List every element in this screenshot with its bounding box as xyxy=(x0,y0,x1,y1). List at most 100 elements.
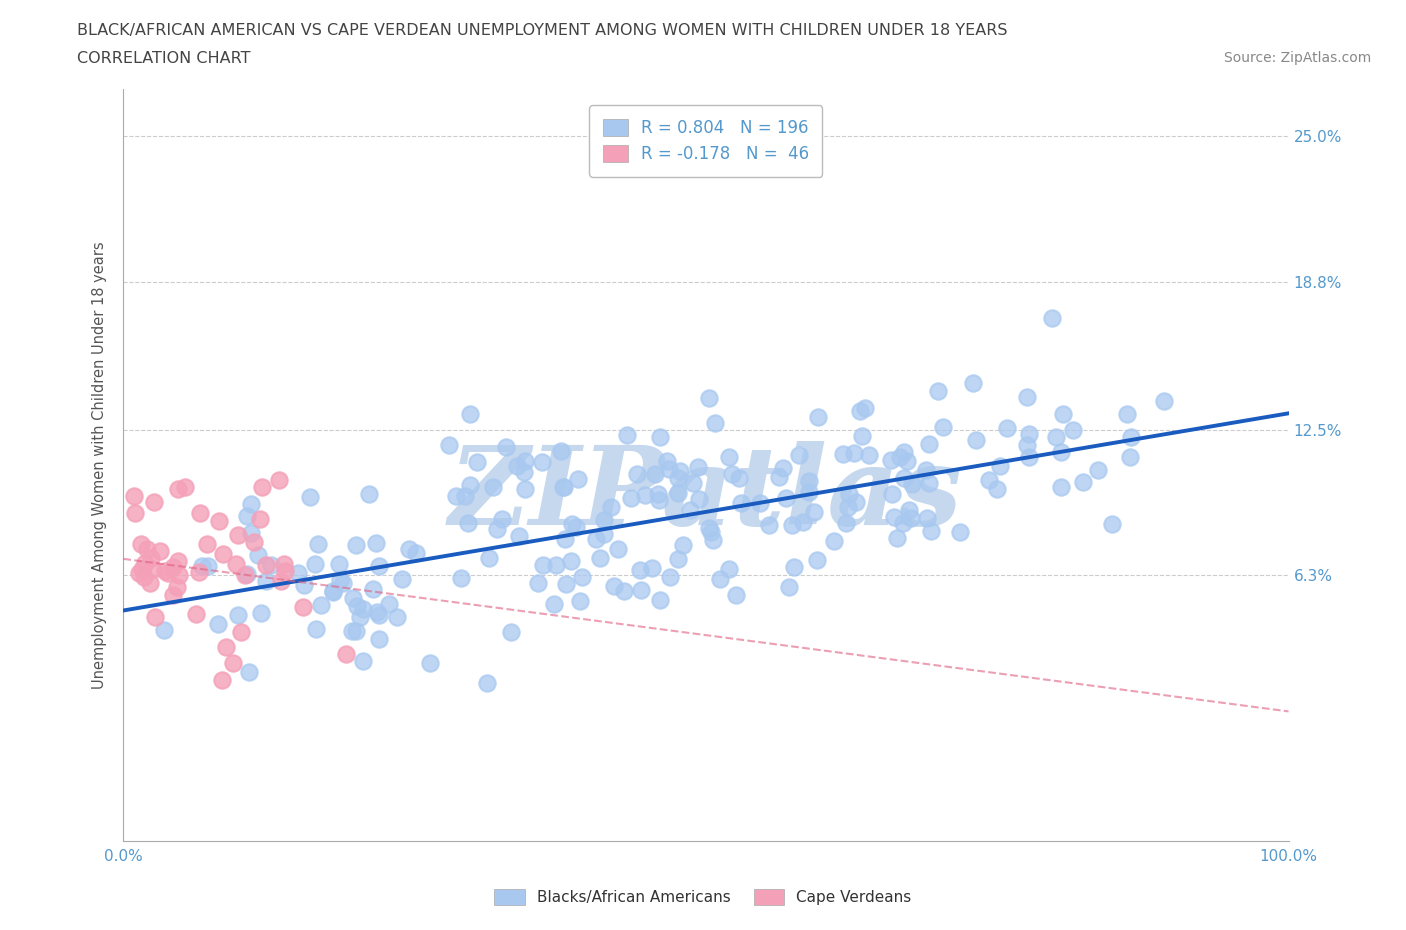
Point xyxy=(211,672,233,687)
Point xyxy=(368,631,391,646)
Point xyxy=(553,479,575,494)
Point xyxy=(803,505,825,520)
Point xyxy=(122,488,145,503)
Point xyxy=(564,519,586,534)
Point xyxy=(131,561,153,576)
Point xyxy=(184,607,207,622)
Point xyxy=(709,572,731,587)
Point xyxy=(932,419,955,434)
Point xyxy=(666,551,689,566)
Point xyxy=(167,482,190,497)
Point xyxy=(328,572,350,587)
Point xyxy=(1049,479,1071,494)
Point xyxy=(567,472,589,486)
Point xyxy=(273,556,295,571)
Point xyxy=(166,579,188,594)
Point xyxy=(995,420,1018,435)
Point xyxy=(782,518,804,533)
Point xyxy=(648,493,671,508)
Point xyxy=(238,664,260,679)
Point xyxy=(513,482,536,497)
Point xyxy=(778,579,800,594)
Point xyxy=(546,558,568,573)
Point xyxy=(666,485,689,500)
Point xyxy=(832,446,855,461)
Point xyxy=(1045,430,1067,445)
Point xyxy=(560,553,582,568)
Point xyxy=(962,376,984,391)
Point xyxy=(792,514,814,529)
Point xyxy=(718,449,741,464)
Point xyxy=(1052,406,1074,421)
Point xyxy=(287,565,309,580)
Point xyxy=(188,506,211,521)
Point xyxy=(322,584,344,599)
Point xyxy=(162,560,184,575)
Point xyxy=(304,557,326,572)
Point xyxy=(787,447,810,462)
Point xyxy=(124,506,146,521)
Point xyxy=(167,567,190,582)
Point xyxy=(917,476,939,491)
Point xyxy=(889,449,911,464)
Point xyxy=(697,521,720,536)
Point xyxy=(225,557,247,572)
Point xyxy=(349,610,371,625)
Y-axis label: Unemployment Among Women with Children Under 18 years: Unemployment Among Women with Children U… xyxy=(93,241,107,689)
Point xyxy=(603,578,626,593)
Text: CORRELATION CHART: CORRELATION CHART xyxy=(77,51,250,66)
Point xyxy=(233,567,256,582)
Point xyxy=(128,565,150,580)
Point xyxy=(700,525,723,539)
Point xyxy=(588,551,610,565)
Point xyxy=(254,574,277,589)
Point xyxy=(600,499,623,514)
Point xyxy=(208,513,231,528)
Point xyxy=(197,558,219,573)
Point xyxy=(550,444,572,458)
Point xyxy=(897,502,920,517)
Point xyxy=(806,552,828,567)
Point xyxy=(838,486,860,501)
Point xyxy=(298,490,321,505)
Point xyxy=(858,447,880,462)
Point xyxy=(666,471,689,485)
Legend: R = 0.804   N = 196, R = -0.178   N =  46: R = 0.804 N = 196, R = -0.178 N = 46 xyxy=(589,105,823,177)
Point xyxy=(650,430,672,445)
Point xyxy=(166,553,188,568)
Point xyxy=(1018,450,1040,465)
Point xyxy=(853,401,876,416)
Point xyxy=(134,569,156,584)
Point xyxy=(851,429,873,444)
Text: BLACK/AFRICAN AMERICAN VS CAPE VERDEAN UNEMPLOYMENT AMONG WOMEN WITH CHILDREN UN: BLACK/AFRICAN AMERICAN VS CAPE VERDEAN U… xyxy=(77,23,1008,38)
Point xyxy=(697,391,720,405)
Point xyxy=(335,646,357,661)
Point xyxy=(1062,422,1084,437)
Point xyxy=(405,546,427,561)
Point xyxy=(229,624,252,639)
Point xyxy=(398,541,420,556)
Point xyxy=(883,510,905,525)
Point xyxy=(260,558,283,573)
Point xyxy=(555,577,578,591)
Point xyxy=(893,445,915,459)
Point xyxy=(688,492,710,507)
Point xyxy=(458,406,481,421)
Point xyxy=(486,522,509,537)
Point xyxy=(211,547,233,562)
Point xyxy=(236,509,259,524)
Point xyxy=(655,454,678,469)
Point xyxy=(1040,311,1063,325)
Point xyxy=(682,475,704,490)
Point xyxy=(291,600,314,615)
Point xyxy=(1050,445,1073,459)
Point xyxy=(900,511,922,525)
Point xyxy=(153,564,176,578)
Point xyxy=(250,480,273,495)
Point xyxy=(359,486,381,501)
Point xyxy=(783,560,806,575)
Point xyxy=(215,640,238,655)
Point xyxy=(620,491,643,506)
Point xyxy=(797,473,820,488)
Point xyxy=(592,512,614,527)
